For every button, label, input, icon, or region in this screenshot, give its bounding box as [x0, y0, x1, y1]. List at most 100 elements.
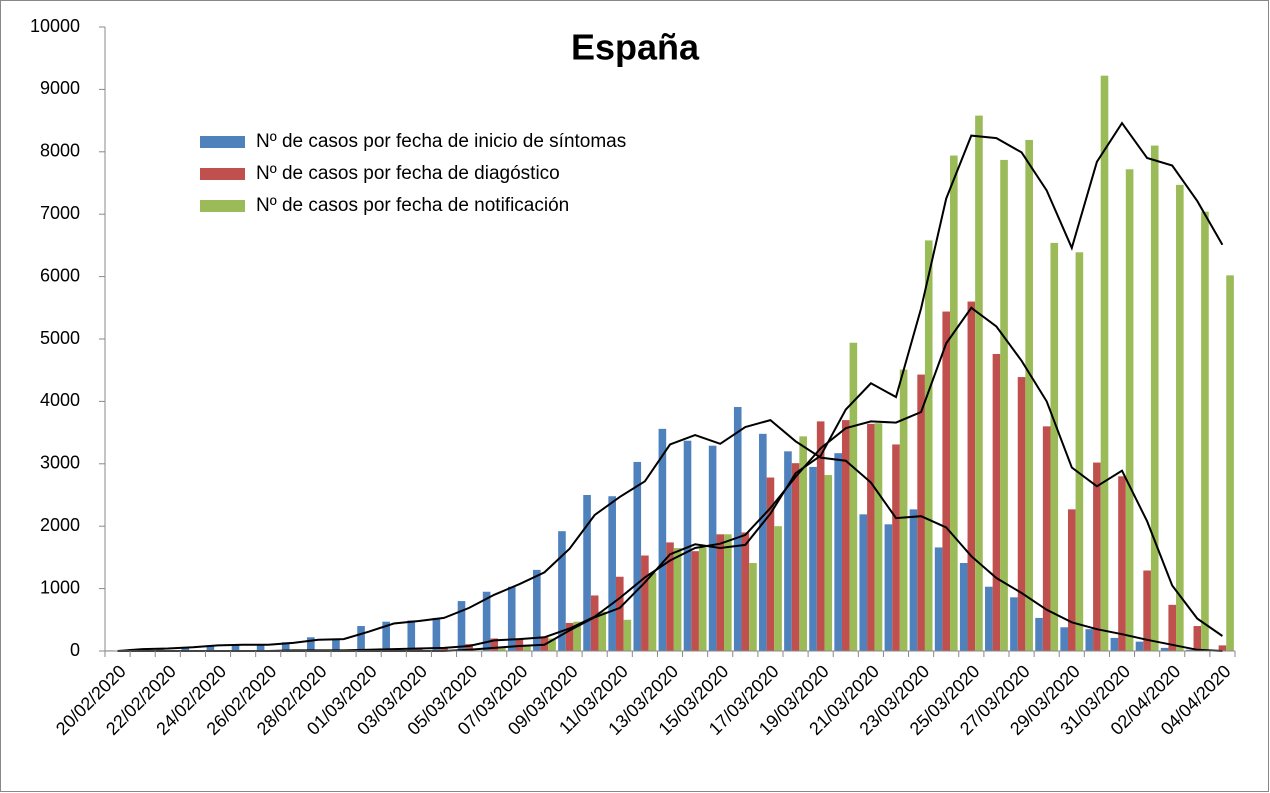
bar: [759, 433, 767, 651]
bar: [1135, 641, 1144, 651]
bar: [816, 421, 825, 651]
bar: [281, 642, 290, 651]
bar: [849, 342, 858, 651]
bar: [633, 461, 642, 651]
bar: [967, 301, 976, 651]
y-tick-label: 0: [70, 640, 80, 660]
legend-label: Nº de casos por fecha de diagóstico: [256, 163, 560, 184]
bar: [641, 555, 649, 651]
bar: [465, 644, 473, 651]
bar: [774, 526, 782, 651]
bar: [733, 407, 742, 651]
bar: [766, 477, 775, 651]
bar: [683, 440, 692, 651]
bar: [608, 496, 616, 651]
bar: [975, 115, 983, 651]
y-tick-label: 9000: [40, 78, 80, 98]
bar: [1118, 476, 1126, 651]
y-tick-label: 3000: [40, 453, 80, 473]
bar: [673, 548, 682, 651]
bar: [950, 155, 958, 651]
bar: [691, 551, 699, 651]
bar: [824, 475, 833, 651]
bar: [884, 524, 893, 651]
bar: [231, 644, 240, 651]
bar: [1025, 139, 1033, 651]
bar: [698, 547, 707, 651]
bar: [623, 619, 632, 651]
bar: [573, 621, 581, 651]
y-tick-label: 10000: [30, 16, 80, 36]
bar: [307, 637, 315, 651]
trend-line: [117, 418, 1223, 652]
bar: [648, 573, 657, 651]
bar: [1067, 509, 1076, 651]
y-tick-label: 6000: [40, 265, 80, 285]
bar: [533, 569, 541, 651]
bar: [1218, 645, 1227, 651]
bar: [558, 531, 566, 651]
bar: [482, 591, 491, 651]
bar: [899, 369, 908, 651]
legend-label: Nº de casos por fecha de notificación: [256, 195, 569, 216]
bar: [724, 534, 732, 651]
chart-title: España: [571, 27, 700, 68]
y-tick-label: 7000: [40, 203, 80, 223]
bar: [256, 644, 265, 651]
bar: [1042, 426, 1051, 651]
bar: [332, 638, 340, 651]
bar: [206, 645, 215, 651]
y-tick-label: 2000: [40, 515, 80, 535]
bar: [507, 586, 516, 651]
bar: [432, 617, 441, 651]
bar: [1100, 75, 1109, 651]
bar: [809, 466, 817, 651]
bar: [415, 648, 423, 651]
y-tick-label: 1000: [40, 577, 80, 597]
y-tick-label: 8000: [40, 141, 80, 161]
bar: [181, 647, 190, 651]
bar: [382, 621, 390, 651]
bar: [985, 586, 993, 651]
bar: [1035, 617, 1043, 651]
bar: [992, 353, 1001, 651]
bar: [959, 563, 968, 651]
bar: [834, 453, 842, 651]
legend-swatch: [200, 168, 245, 180]
bar: [909, 509, 918, 651]
bar: [1150, 145, 1159, 651]
bar: [407, 620, 416, 651]
bar: [1125, 169, 1134, 651]
bar: [741, 532, 750, 651]
bar: [1226, 275, 1234, 651]
bar: [942, 311, 951, 651]
bar: [924, 240, 933, 651]
bar: [1143, 570, 1151, 651]
bar: [548, 638, 556, 651]
bar: [1050, 242, 1059, 652]
bar: [490, 638, 499, 651]
bar: [799, 436, 807, 651]
bar: [1085, 629, 1094, 651]
y-tick-label: 4000: [40, 390, 80, 410]
legend-label: Nº de casos por fecha de inicio de sínto…: [256, 131, 626, 152]
bar: [841, 420, 850, 651]
bar: [1093, 462, 1101, 651]
bar: [598, 611, 607, 651]
bar: [1168, 604, 1177, 651]
bar: [457, 601, 466, 651]
bar: [1060, 627, 1068, 651]
bar: [583, 495, 591, 651]
bar: [1110, 637, 1119, 651]
bar: [892, 444, 900, 651]
bar: [934, 547, 943, 651]
bar: [615, 576, 624, 651]
bar: [708, 445, 717, 651]
bar: [1010, 597, 1018, 651]
bar: [917, 374, 925, 651]
bar: [590, 595, 599, 651]
bar: [1185, 649, 1194, 651]
bar: [1000, 159, 1008, 652]
